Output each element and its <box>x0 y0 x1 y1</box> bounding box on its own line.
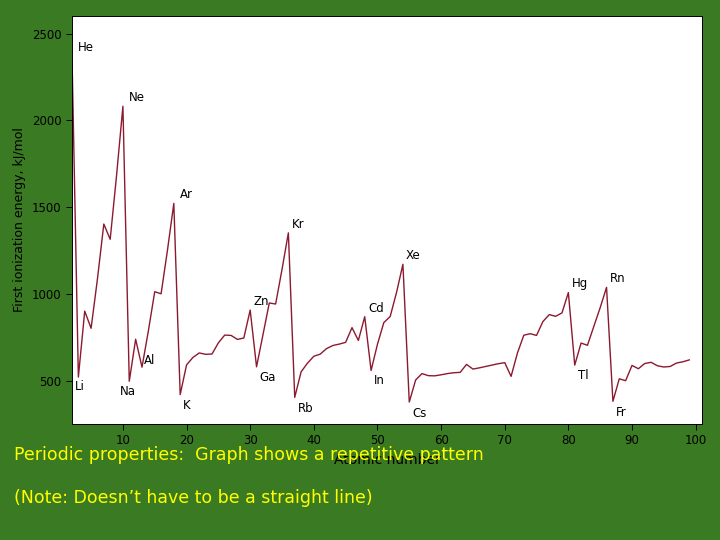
Text: Fr: Fr <box>616 406 627 419</box>
Text: (Note: Doesn’t have to be a straight line): (Note: Doesn’t have to be a straight lin… <box>14 489 373 507</box>
X-axis label: Atomic number: Atomic number <box>333 453 441 467</box>
Text: Kr: Kr <box>292 218 304 231</box>
Text: In: In <box>374 374 385 387</box>
Text: Cd: Cd <box>368 301 384 314</box>
Text: Ar: Ar <box>180 188 193 201</box>
Text: Zn: Zn <box>253 295 269 308</box>
Text: Na: Na <box>120 385 136 398</box>
Text: Hg: Hg <box>572 278 588 291</box>
Text: Li: Li <box>75 380 85 393</box>
Text: Tl: Tl <box>578 369 588 382</box>
Text: Rb: Rb <box>298 402 313 415</box>
Text: Cs: Cs <box>413 407 427 420</box>
Text: Ga: Ga <box>260 371 276 384</box>
Text: Xe: Xe <box>406 249 421 262</box>
Text: Ne: Ne <box>130 91 145 104</box>
Text: K: K <box>184 400 191 413</box>
Text: He: He <box>78 40 94 53</box>
Text: Al: Al <box>144 354 156 367</box>
Y-axis label: First ionization energy, kJ/mol: First ionization energy, kJ/mol <box>14 127 27 313</box>
Text: Rn: Rn <box>610 272 626 285</box>
Text: Periodic properties:  Graph shows a repetitive pattern: Periodic properties: Graph shows a repet… <box>14 446 484 463</box>
